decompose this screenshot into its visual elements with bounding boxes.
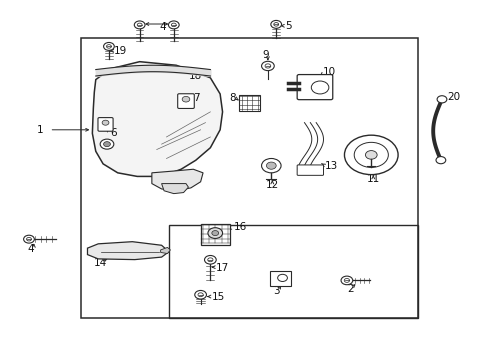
Circle shape [344, 135, 397, 175]
Text: 11: 11 [366, 174, 379, 184]
Circle shape [365, 150, 376, 159]
Polygon shape [87, 242, 168, 260]
Text: 17: 17 [216, 262, 229, 273]
Text: 14: 14 [93, 258, 106, 268]
Circle shape [340, 276, 352, 285]
Text: 12: 12 [265, 180, 278, 190]
Bar [200, 224, 229, 244]
Circle shape [266, 162, 276, 169]
Text: 4: 4 [27, 244, 34, 254]
Circle shape [182, 96, 189, 102]
FancyBboxPatch shape [297, 75, 332, 100]
Text: 20: 20 [446, 92, 459, 102]
Circle shape [261, 158, 281, 173]
Text: 13: 13 [325, 161, 338, 171]
Text: 18: 18 [188, 71, 201, 81]
Circle shape [103, 141, 110, 147]
Circle shape [102, 120, 109, 125]
Text: 6: 6 [110, 129, 117, 138]
FancyBboxPatch shape [177, 94, 194, 108]
Circle shape [23, 235, 34, 243]
Text: 10: 10 [322, 67, 335, 77]
Text: 2: 2 [347, 284, 353, 294]
Circle shape [204, 256, 216, 264]
FancyBboxPatch shape [297, 165, 323, 175]
FancyBboxPatch shape [98, 118, 113, 131]
Bar [270, 271, 290, 286]
Text: 1: 1 [36, 125, 43, 135]
FancyBboxPatch shape [238, 95, 260, 111]
Circle shape [211, 230, 218, 235]
Text: 7: 7 [193, 93, 200, 103]
Circle shape [168, 21, 179, 29]
Text: 4: 4 [159, 22, 165, 32]
Circle shape [436, 96, 446, 103]
Bar [168, 225, 417, 318]
Polygon shape [152, 169, 203, 191]
Circle shape [100, 139, 114, 149]
Text: 19: 19 [114, 46, 127, 56]
Circle shape [261, 61, 274, 71]
Text: 5: 5 [285, 21, 291, 31]
Polygon shape [161, 184, 188, 194]
Text: 16: 16 [233, 222, 246, 231]
Text: 15: 15 [211, 292, 224, 302]
Text: 3: 3 [272, 286, 279, 296]
Text: 8: 8 [229, 93, 235, 103]
Circle shape [134, 21, 145, 29]
Circle shape [435, 157, 445, 164]
Bar [81, 39, 417, 318]
Circle shape [103, 42, 114, 50]
Polygon shape [160, 247, 170, 253]
Circle shape [207, 228, 222, 238]
Circle shape [270, 21, 281, 28]
Circle shape [194, 291, 206, 299]
Text: 9: 9 [262, 50, 268, 60]
Polygon shape [92, 62, 222, 176]
